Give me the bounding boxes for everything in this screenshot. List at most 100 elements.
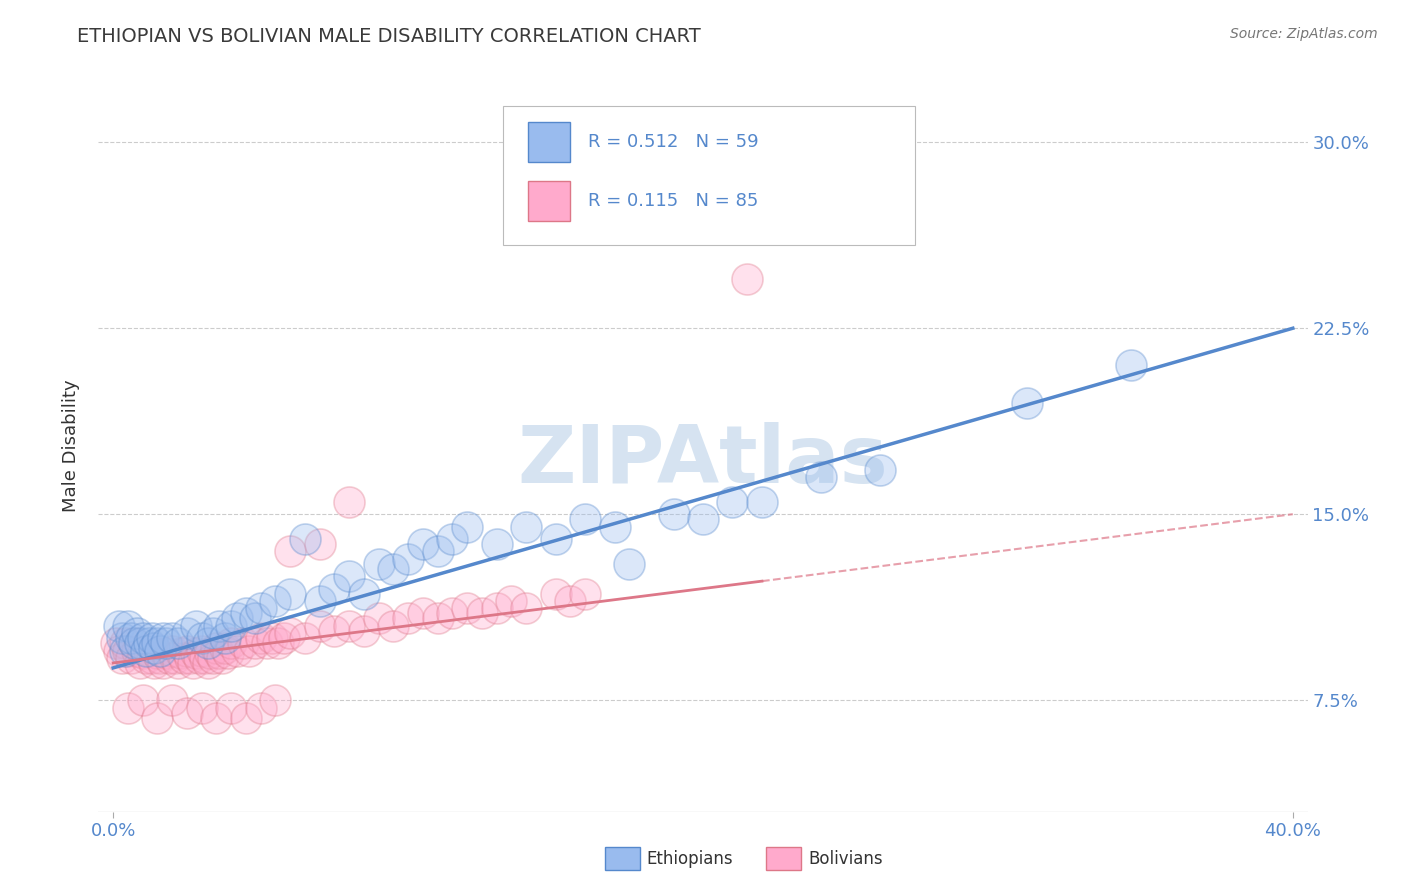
- Point: [278, 626, 301, 640]
- Point: [249, 700, 271, 714]
- Point: [267, 636, 290, 650]
- Point: [155, 646, 177, 660]
- Point: [441, 607, 464, 621]
- Point: [176, 643, 198, 657]
- Text: R = 0.512   N = 59: R = 0.512 N = 59: [588, 133, 759, 151]
- Point: [337, 495, 360, 509]
- Point: [194, 651, 217, 665]
- Text: Bolivians: Bolivians: [808, 850, 883, 868]
- Point: [176, 706, 198, 720]
- Point: [208, 646, 231, 660]
- Point: [138, 643, 160, 657]
- Point: [721, 495, 744, 509]
- Point: [131, 646, 153, 660]
- Point: [208, 619, 231, 633]
- Point: [146, 646, 169, 660]
- Point: [308, 537, 330, 551]
- Point: [108, 643, 131, 657]
- Point: [262, 631, 284, 645]
- Point: [219, 700, 242, 714]
- Point: [184, 646, 207, 660]
- Point: [179, 651, 201, 665]
- Point: [131, 693, 153, 707]
- Point: [353, 624, 375, 638]
- Text: Source: ZipAtlas.com: Source: ZipAtlas.com: [1230, 27, 1378, 41]
- Point: [235, 607, 257, 621]
- Point: [138, 636, 160, 650]
- Point: [117, 619, 139, 633]
- Point: [117, 643, 139, 657]
- Point: [200, 646, 222, 660]
- Point: [619, 557, 641, 571]
- Point: [111, 631, 134, 645]
- Point: [412, 607, 434, 621]
- Point: [117, 700, 139, 714]
- Point: [135, 651, 157, 665]
- Point: [501, 594, 523, 608]
- Point: [176, 626, 198, 640]
- Point: [560, 594, 582, 608]
- Point: [337, 569, 360, 583]
- Point: [308, 594, 330, 608]
- Point: [111, 651, 134, 665]
- Point: [211, 651, 233, 665]
- Point: [278, 586, 301, 600]
- FancyBboxPatch shape: [527, 122, 569, 162]
- Point: [238, 643, 260, 657]
- Point: [441, 532, 464, 546]
- Point: [146, 636, 169, 650]
- Point: [515, 519, 537, 533]
- Point: [128, 636, 150, 650]
- Point: [149, 651, 172, 665]
- Point: [105, 636, 128, 650]
- Point: [202, 651, 225, 665]
- Point: [235, 710, 257, 724]
- Point: [232, 636, 254, 650]
- Point: [149, 643, 172, 657]
- Text: ETHIOPIAN VS BOLIVIAN MALE DISABILITY CORRELATION CHART: ETHIOPIAN VS BOLIVIAN MALE DISABILITY CO…: [77, 27, 702, 45]
- Text: Ethiopians: Ethiopians: [647, 850, 734, 868]
- Point: [205, 710, 228, 724]
- Point: [515, 601, 537, 615]
- Point: [197, 656, 219, 670]
- Point: [160, 643, 183, 657]
- Text: ZIPAtlas: ZIPAtlas: [517, 422, 889, 500]
- Point: [146, 710, 169, 724]
- FancyBboxPatch shape: [503, 106, 915, 244]
- Point: [165, 651, 187, 665]
- Point: [396, 551, 419, 566]
- Text: R = 0.115   N = 85: R = 0.115 N = 85: [588, 193, 758, 211]
- Point: [187, 651, 209, 665]
- Point: [131, 631, 153, 645]
- Point: [264, 693, 287, 707]
- Point: [456, 601, 478, 615]
- Point: [219, 619, 242, 633]
- Point: [160, 631, 183, 645]
- Point: [141, 651, 163, 665]
- Point: [382, 562, 405, 576]
- Point: [256, 636, 278, 650]
- Point: [367, 611, 389, 625]
- Point: [294, 532, 316, 546]
- Point: [190, 700, 212, 714]
- Point: [125, 626, 148, 640]
- Point: [692, 512, 714, 526]
- Point: [662, 507, 685, 521]
- Point: [264, 594, 287, 608]
- Point: [143, 641, 166, 656]
- Point: [869, 462, 891, 476]
- Point: [143, 656, 166, 670]
- Point: [243, 636, 266, 650]
- Point: [574, 586, 596, 600]
- Point: [120, 651, 142, 665]
- Point: [152, 656, 174, 670]
- Point: [751, 495, 773, 509]
- Y-axis label: Male Disability: Male Disability: [62, 380, 80, 512]
- Point: [249, 631, 271, 645]
- Point: [190, 643, 212, 657]
- Point: [485, 601, 508, 615]
- Point: [426, 611, 449, 625]
- Point: [219, 636, 242, 650]
- Point: [353, 586, 375, 600]
- Point: [382, 619, 405, 633]
